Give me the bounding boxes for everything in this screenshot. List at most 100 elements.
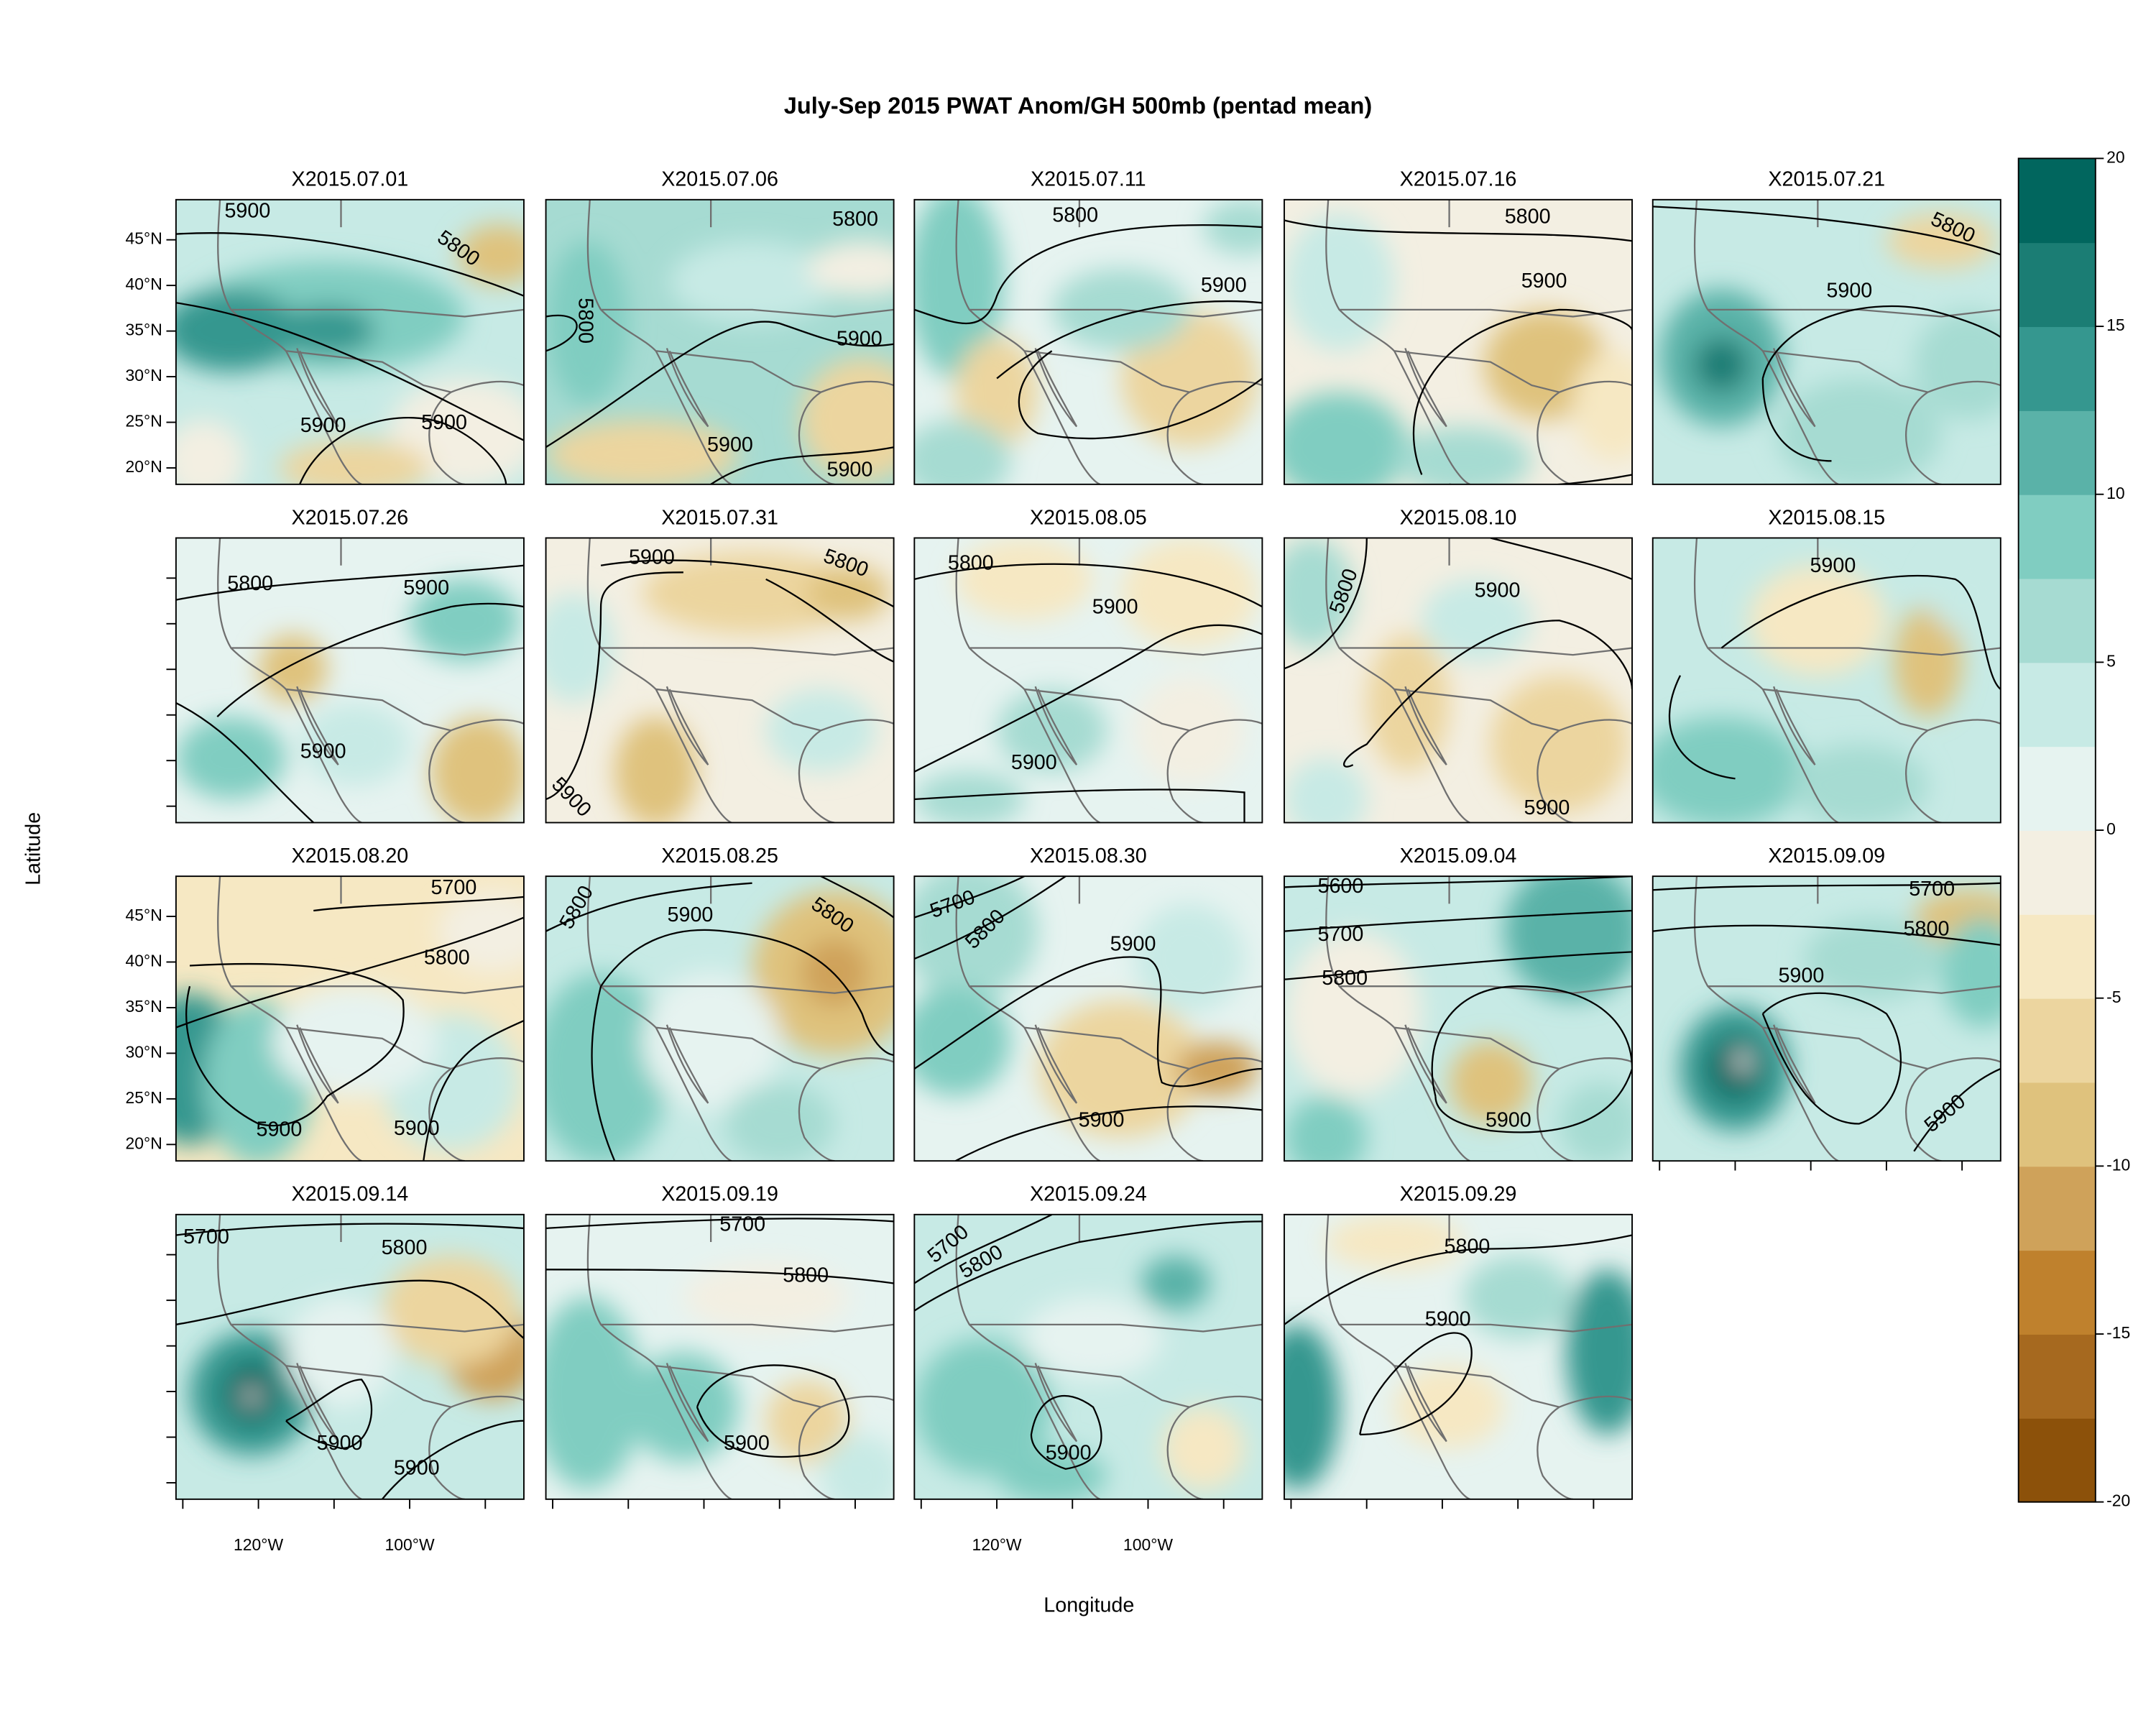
field-blob [430, 717, 524, 823]
field-blob [1735, 1052, 1749, 1072]
contour-label: 5900 [1826, 280, 1872, 303]
coastline [1325, 876, 1633, 1162]
panel-title: X2015.08.10 [1400, 506, 1517, 529]
panel-title: X2015.07.11 [1031, 168, 1146, 191]
field-blob [300, 703, 410, 786]
colorbar-band [2018, 1417, 2096, 1503]
map-panel: 5800 5900 X2015.07.11 [913, 168, 1263, 485]
y-tick-label: 35°N [125, 321, 162, 339]
coastline [586, 876, 894, 1162]
field-blob [1284, 758, 1367, 823]
field-blob [1366, 634, 1450, 772]
contour-label: 5800 [382, 1236, 428, 1259]
colorbar-band [2018, 746, 2096, 831]
colorbar-band [2018, 998, 2096, 1083]
field-blob [1284, 213, 1395, 351]
coastline [586, 199, 894, 484]
contour-label: 5800 [1505, 205, 1551, 228]
field-blob [1024, 1297, 1162, 1380]
field-blob [1394, 426, 1532, 484]
field-blob [955, 337, 1038, 448]
panel-frame [913, 875, 1263, 1162]
colorbar-band [2018, 1082, 2096, 1167]
contour-label: 5900 [1475, 579, 1521, 602]
contour-line [914, 563, 1263, 608]
field-blob [914, 199, 1004, 379]
contour-line [1652, 924, 2001, 946]
field-blob [458, 224, 524, 285]
colorbar-tick-label: 10 [2106, 484, 2125, 502]
map-panel: 5800 5900 X2015.07.16 [1284, 168, 1634, 485]
field-blob [1914, 309, 2001, 420]
contour-label: 5900 [1425, 1308, 1471, 1331]
field-blob [683, 1262, 849, 1332]
colorbar-tick-label: -5 [2106, 988, 2121, 1006]
contour-label: 5900 [1521, 270, 1567, 293]
y-tick-label: 40°N [125, 275, 162, 293]
coastline [586, 1214, 894, 1499]
contour-line [765, 578, 894, 663]
contour-line [696, 1364, 850, 1458]
colorbar-tick-label: 0 [2106, 819, 2116, 838]
contour-line [914, 956, 1263, 1087]
field-blob [1203, 199, 1263, 255]
field-blob [807, 241, 894, 296]
coastline [955, 199, 1263, 484]
field-blob [1422, 579, 1532, 662]
x-tick-label: 100°W [385, 1535, 435, 1554]
contour-label: 5900 [707, 433, 753, 456]
contour-line [299, 417, 507, 484]
field-blob [175, 419, 245, 484]
contour-line [914, 876, 1025, 919]
contour-line [1761, 992, 1902, 1125]
panel-frame [1651, 875, 2001, 1162]
contour-label: 5900 [1524, 796, 1570, 819]
y-tick-label: 20°N [125, 1133, 162, 1152]
contour-line [545, 321, 894, 448]
colorbar-tick-label: 15 [2106, 316, 2125, 334]
field-blob [1941, 917, 2001, 1028]
field-blob [545, 419, 739, 484]
panel-title: X2015.07.21 [1768, 168, 1885, 191]
contour-line [545, 882, 752, 932]
contour-label: 5900 [826, 458, 872, 481]
y-tick-label: 25°N [125, 412, 162, 431]
field-blob [272, 986, 438, 1097]
contour-label: 5900 [1810, 554, 1856, 577]
colorbar-tick-label: -15 [2106, 1323, 2130, 1342]
panel-frame [1284, 875, 1634, 1162]
field-blob [382, 1256, 520, 1366]
y-tick-label: 25°N [125, 1088, 162, 1107]
field-blob [545, 241, 629, 406]
contour-label: 5900 [1092, 596, 1138, 619]
y-tick-label: 35°N [125, 997, 162, 1016]
contour-line [1431, 985, 1633, 1133]
contour-line [996, 300, 1263, 440]
contour-line [914, 1214, 1053, 1284]
panel-title: X2015.08.30 [1030, 845, 1147, 868]
field-blob [1559, 1082, 1633, 1162]
contour-label: 5800 [1904, 917, 1950, 940]
map-panel: 5800 5900 5900 X2015.08.05 [913, 506, 1263, 824]
colorbar: -20 -15 -10 -5 0 5 10 15 20 [2017, 147, 2130, 1510]
contour-label: 5700 [430, 876, 476, 899]
panel-title: X2015.07.01 [292, 168, 409, 191]
panel-frame [1284, 537, 1634, 824]
field-blob [279, 305, 376, 356]
contour-line [1284, 951, 1633, 980]
contour-label: 5900 [1110, 932, 1156, 955]
field-blob [1284, 538, 1353, 648]
contour-label: 5800 [1052, 203, 1098, 226]
panel-frame [545, 875, 895, 1162]
panel-frame [545, 1213, 895, 1500]
colorbar-band [2018, 1166, 2096, 1251]
contour-line [175, 1223, 524, 1236]
map-panel: 5800 5800 5900 5900 5900 X2015.07.06 [545, 168, 895, 485]
field-blob [1284, 1324, 1340, 1490]
contour-label: 5800 [574, 298, 597, 344]
contour-line [175, 302, 524, 441]
field-blob [1886, 213, 1997, 269]
field-blob [1566, 1269, 1633, 1435]
